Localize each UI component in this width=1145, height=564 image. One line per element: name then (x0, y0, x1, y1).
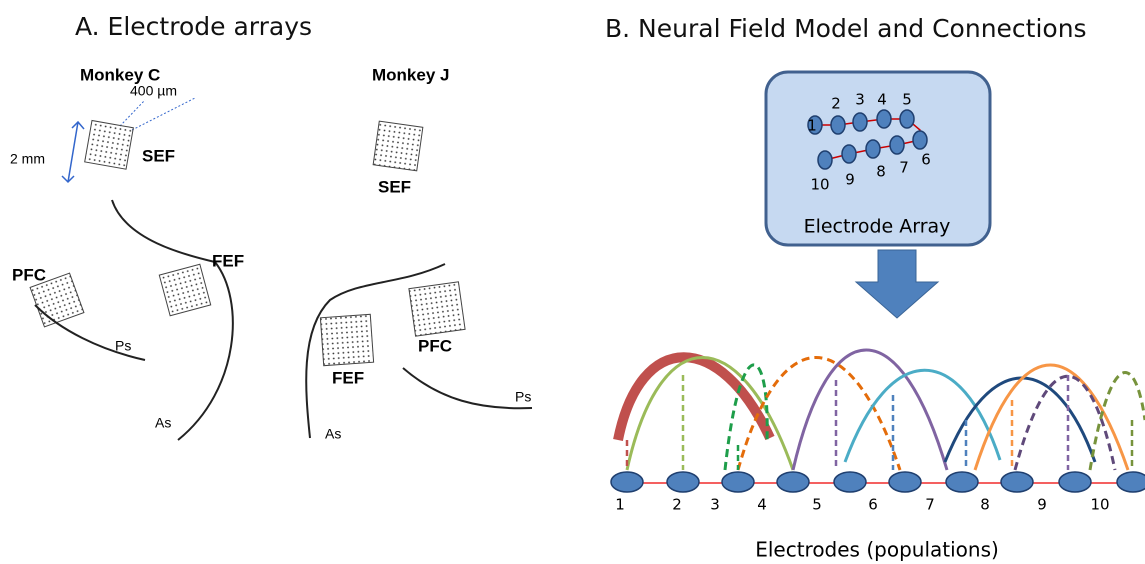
electrode-grid (85, 120, 134, 169)
electrode (890, 136, 904, 154)
electrode (866, 140, 880, 158)
scale-arrow (62, 122, 84, 182)
electrode-number: 8 (876, 163, 886, 181)
electrode-grid (320, 314, 373, 365)
electrode (842, 145, 856, 163)
electrode-number: 7 (899, 159, 909, 177)
area-label: PFC (12, 265, 46, 284)
down-arrow (856, 250, 938, 318)
electrode-number: 10 (1090, 496, 1109, 514)
electrode (853, 113, 867, 131)
area-label: PFC (418, 336, 452, 355)
electrode-number: 1 (807, 117, 817, 135)
electrode-number: 4 (877, 91, 887, 109)
sulcus-label: Ps (515, 389, 531, 405)
electrode (834, 472, 866, 492)
electrode-number: 6 (868, 496, 878, 514)
axis-label: Electrodes (populations) (755, 538, 999, 562)
electrode (831, 116, 845, 134)
electrode (946, 472, 978, 492)
electrode-grid (409, 282, 465, 336)
monkey-label: Monkey C (80, 65, 160, 84)
electrode (900, 110, 914, 128)
electrode (1059, 472, 1091, 492)
electrode-number: 9 (1037, 496, 1047, 514)
electrode (777, 472, 809, 492)
electrode (877, 110, 891, 128)
panel-title: A. Electrode arrays (75, 12, 312, 41)
scale-label: 400 µm (130, 83, 177, 99)
sulcus (112, 200, 215, 262)
electrode-number: 6 (921, 151, 931, 169)
electrode-number: 3 (710, 496, 720, 514)
figure: A. Electrode arrays Monkey C 400 µm 2 mm… (0, 0, 1145, 564)
electrode-number: 9 (845, 171, 855, 189)
electrode-number: 5 (902, 91, 912, 109)
electrode (1117, 472, 1145, 492)
electrode (889, 472, 921, 492)
electrode-number: 2 (672, 496, 682, 514)
electrode-number: 7 (925, 496, 935, 514)
scale-label: 2 mm (10, 151, 45, 167)
area-label: FEF (212, 251, 244, 270)
electrode-grid (159, 264, 210, 315)
electrode-number: 5 (812, 496, 822, 514)
panel-title: B. Neural Field Model and Connections (605, 14, 1087, 43)
area-label: SEF (378, 177, 411, 196)
electrode (1001, 472, 1033, 492)
electrode-number: 1 (615, 496, 625, 514)
connections (618, 350, 1145, 470)
electrode-number: 4 (757, 496, 767, 514)
electrode-number: 2 (831, 95, 841, 113)
electrode (913, 131, 927, 149)
sulcus-label: Ps (115, 338, 131, 354)
array-label: Electrode Array (804, 216, 951, 238)
area-label: SEF (142, 146, 175, 165)
electrode-grid (373, 121, 423, 171)
electrode (611, 472, 643, 492)
drop-lines (627, 375, 1132, 470)
scale-line (132, 98, 195, 130)
sulcus (403, 368, 532, 408)
panel-a: A. Electrode arrays Monkey C 400 µm 2 mm… (10, 12, 532, 442)
monkey-label: Monkey J (372, 65, 449, 84)
panel-b: B. Neural Field Model and Connections 12… (605, 14, 1145, 562)
electrode-number: 8 (980, 496, 990, 514)
sulcus-label: As (325, 426, 341, 442)
electrode (667, 472, 699, 492)
electrode (818, 151, 832, 169)
electrode-number: 10 (810, 176, 829, 194)
sulcus-label: As (155, 415, 171, 431)
electrode (722, 472, 754, 492)
area-label: FEF (332, 368, 364, 387)
scale-line (120, 100, 145, 126)
electrode-number: 3 (855, 91, 865, 109)
